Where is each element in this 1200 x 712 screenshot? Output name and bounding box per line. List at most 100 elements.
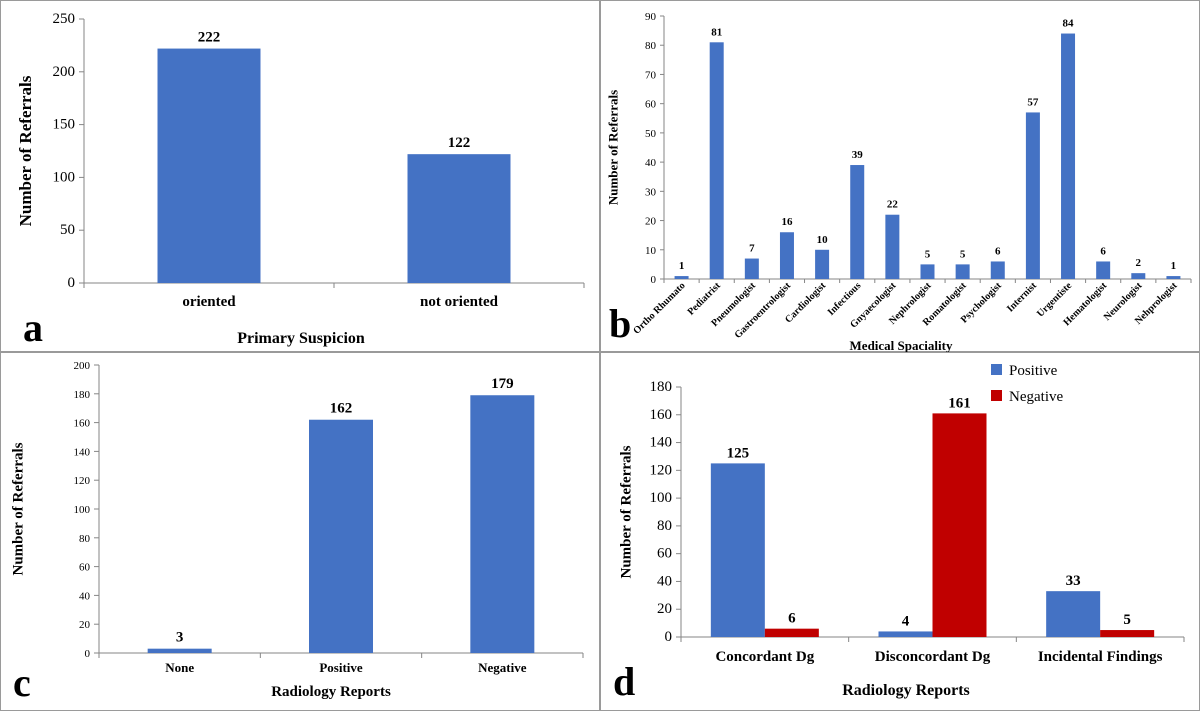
data-label: 161 [948, 395, 971, 411]
panel-letter: c [13, 660, 31, 705]
x-tick-label: Concordant Dg [715, 649, 814, 665]
data-label: 5 [960, 248, 966, 260]
y-tick-label: 100 [74, 504, 91, 516]
bar [932, 413, 987, 637]
x-tick-label: Disconcordant Dg [875, 649, 991, 665]
data-label: 1 [1171, 260, 1177, 272]
bar [1025, 112, 1040, 279]
x-tick-label: Internist [1005, 280, 1040, 315]
panel-letter: b [609, 301, 631, 346]
y-tick-label: 80 [657, 518, 672, 534]
chart-panel-d: 0 20 40 60 80 100 120 140 160 180 Concordant Dg Dis… [600, 352, 1200, 711]
data-label: 10 [817, 234, 829, 246]
data-label: 7 [749, 243, 755, 255]
bar [710, 463, 765, 637]
bar [955, 264, 970, 279]
bar [850, 165, 865, 279]
y-tick-label: 20 [645, 216, 657, 228]
y-tick-label: 20 [657, 601, 672, 617]
x-tick-label: Negative [478, 660, 527, 675]
data-label: 179 [491, 376, 514, 392]
y-tick-label: 140 [74, 446, 91, 458]
y-tick-label: 180 [74, 389, 91, 401]
data-label: 2 [1136, 257, 1142, 269]
bar [1061, 33, 1076, 280]
data-label: 1 [679, 260, 685, 272]
data-label: 122 [448, 135, 471, 151]
y-tick-label: 120 [650, 462, 673, 478]
data-label: 22 [887, 199, 899, 211]
data-label: 39 [852, 149, 864, 161]
bar [157, 48, 261, 284]
y-tick-label: 40 [645, 157, 657, 169]
x-axis-title: Radiology Reports [271, 684, 391, 700]
y-axis-title: Number of Referrals [16, 75, 35, 226]
y-axis-title: Number of Referrals [606, 90, 621, 205]
legend-swatch [991, 364, 1002, 375]
y-tick-label: 200 [74, 360, 91, 372]
x-tick-label: not oriented [420, 294, 499, 310]
bar [1131, 273, 1146, 279]
x-tick-label: Ortho Rhumato [631, 280, 687, 336]
chart-panel-b: 0 10 20 30 40 50 60 70 80 90 Ortho Rhumato Pediatri… [600, 0, 1200, 353]
data-label: 222 [198, 30, 221, 46]
chart-panel-a: 0 50 100 150 200 250 oriented not oriented 222 12… [0, 0, 600, 352]
bar [885, 214, 900, 279]
y-tick-label: 60 [79, 562, 91, 574]
data-label: 57 [1027, 96, 1039, 108]
bar [674, 276, 689, 279]
y-tick-label: 40 [657, 573, 672, 589]
y-tick-label: 90 [645, 11, 657, 23]
chart-panel-c: 0 20 40 60 80 100 120 140 160 180 200 None Positive N… [0, 352, 600, 711]
data-label: 16 [781, 216, 793, 228]
x-axis-title: Medical Spaciality [850, 338, 953, 353]
x-tick-label: oriented [182, 294, 236, 310]
y-tick-label: 250 [53, 11, 76, 27]
data-label: 33 [1066, 573, 1081, 589]
y-tick-label: 120 [74, 475, 91, 487]
y-tick-label: 150 [53, 117, 76, 133]
y-tick-label: 80 [645, 40, 657, 52]
bar-chart-d: 0 20 40 60 80 100 120 140 160 180 Concordant Dg Dis… [613, 363, 1185, 704]
data-label: 162 [330, 401, 353, 417]
data-label: 5 [1123, 612, 1131, 628]
panel-letter: a [23, 305, 43, 350]
bar [709, 42, 724, 279]
y-tick-label: 10 [645, 245, 657, 257]
y-tick-label: 60 [645, 99, 657, 111]
bar-chart-a: 0 50 100 150 200 250 oriented not oriented 222 12… [16, 11, 585, 350]
y-axis-title: Number of Referrals [618, 445, 634, 578]
y-tick-label: 100 [53, 169, 76, 185]
y-tick-label: 0 [68, 275, 76, 291]
y-tick-label: 140 [650, 435, 673, 451]
bar [1166, 276, 1181, 279]
data-label: 6 [1100, 245, 1106, 257]
bar [815, 249, 830, 279]
data-label: 81 [711, 26, 722, 38]
data-label: 6 [995, 245, 1001, 257]
y-tick-label: 160 [74, 418, 91, 430]
data-label: 6 [788, 611, 796, 627]
data-label: 4 [902, 613, 910, 629]
bar [764, 628, 819, 637]
bar [470, 395, 535, 653]
y-tick-label: 0 [85, 648, 91, 660]
bar-chart-c: 0 20 40 60 80 100 120 140 160 180 200 None Positive N… [10, 360, 584, 705]
data-label: 5 [925, 248, 931, 260]
data-label: 3 [176, 630, 184, 646]
x-tick-label: Positive [319, 660, 363, 675]
x-axis-title: Primary Suspicion [237, 330, 365, 347]
legend-label: Positive [1009, 363, 1058, 379]
data-label: 84 [1063, 18, 1075, 30]
x-tick-label: Incidental Findings [1038, 649, 1163, 665]
bar [779, 232, 794, 279]
data-label: 125 [727, 445, 750, 461]
bar [744, 258, 759, 279]
y-tick-label: 60 [657, 546, 672, 562]
y-tick-label: 70 [645, 69, 657, 81]
y-tick-label: 20 [79, 619, 91, 631]
y-tick-label: 30 [645, 186, 657, 198]
bar [920, 264, 935, 279]
bar [878, 631, 933, 637]
y-tick-label: 160 [650, 407, 673, 423]
